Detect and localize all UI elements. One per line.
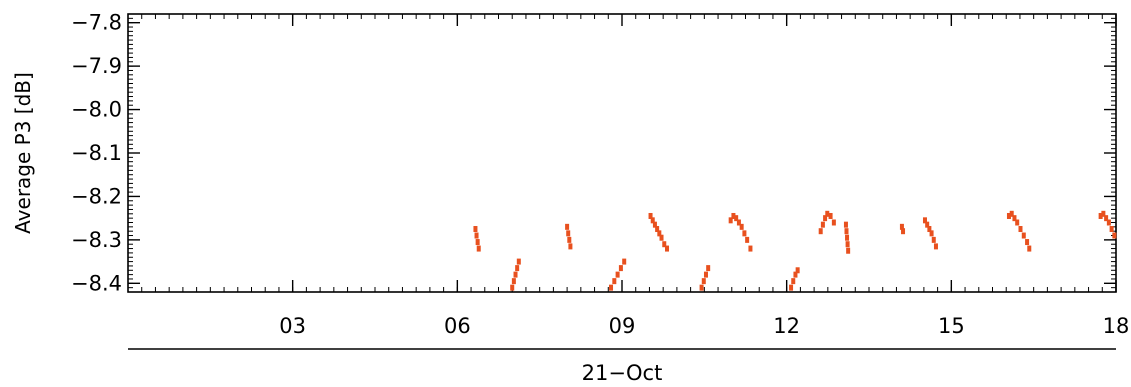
data-point	[699, 284, 704, 291]
data-point	[1012, 215, 1017, 222]
data-point	[516, 258, 521, 265]
x-tick-label: 09	[609, 314, 636, 338]
data-point	[476, 245, 481, 252]
data-point	[515, 265, 520, 272]
data-point	[1104, 215, 1109, 222]
data-point	[706, 265, 711, 272]
data-point	[565, 223, 570, 230]
data-point	[655, 226, 660, 233]
data-point	[925, 221, 930, 228]
data-point	[1021, 232, 1026, 239]
data-point	[612, 278, 617, 285]
data-point	[742, 230, 747, 237]
data-point	[1098, 212, 1103, 219]
x-tick-label: 18	[1103, 314, 1130, 338]
data-point	[703, 271, 708, 278]
data-point	[615, 271, 620, 278]
data-point	[791, 278, 796, 285]
data-point	[931, 236, 936, 243]
data-point	[748, 245, 753, 252]
data-point	[731, 212, 736, 219]
data-point	[927, 226, 932, 233]
y-tick-label: −8.4	[71, 271, 122, 295]
data-point	[513, 271, 518, 278]
data-point	[622, 258, 627, 265]
data-point	[734, 215, 739, 222]
x-tick-label: 03	[279, 314, 306, 338]
data-point	[1112, 232, 1117, 239]
data-point	[933, 243, 938, 250]
data-point	[899, 223, 904, 230]
data-point	[844, 228, 849, 235]
data-point	[820, 221, 825, 228]
data-point	[609, 284, 614, 291]
data-point	[793, 271, 798, 278]
data-point	[823, 215, 828, 222]
data-point	[789, 284, 794, 291]
data-point	[818, 228, 823, 235]
x-tick-label: 12	[773, 314, 800, 338]
data-point	[1106, 219, 1111, 226]
data-point	[475, 239, 480, 246]
data-point	[1027, 245, 1032, 252]
data-point	[1018, 226, 1023, 233]
data-point	[1006, 212, 1011, 219]
data-point	[568, 243, 573, 250]
y-tick-label: −7.9	[71, 54, 122, 78]
data-point	[567, 236, 572, 243]
data-point	[650, 217, 655, 224]
data-point	[1025, 239, 1030, 246]
data-point	[1109, 226, 1114, 233]
y-tick-label: −8.2	[71, 184, 122, 208]
data-point	[1101, 210, 1106, 217]
data-point	[566, 230, 571, 237]
data-point	[831, 219, 836, 226]
data-point	[652, 221, 657, 228]
plot-frame	[127, 13, 1117, 293]
data-point	[648, 212, 653, 219]
y-tick-label: −7.8	[71, 11, 122, 35]
data-point	[728, 217, 733, 224]
data-point	[665, 245, 670, 252]
data-point	[510, 284, 515, 291]
data-point	[843, 221, 848, 228]
data-point	[659, 234, 664, 241]
data-point	[662, 241, 667, 248]
data-point	[845, 241, 850, 248]
data-point	[739, 223, 744, 230]
data-point	[901, 228, 906, 235]
data-point	[618, 265, 623, 272]
x-tick-label: 06	[444, 314, 471, 338]
data-point	[1015, 219, 1020, 226]
data-point	[701, 278, 706, 285]
y-tick-label: −8.0	[71, 98, 122, 122]
data-point	[828, 212, 833, 219]
y-tick-label: −8.3	[71, 228, 122, 252]
data-point	[922, 217, 927, 224]
data-point	[845, 234, 850, 241]
data-point	[846, 247, 851, 254]
data-point	[745, 236, 750, 243]
data-point	[657, 230, 662, 237]
y-tick-label: −8.1	[71, 141, 122, 165]
data-point	[473, 226, 478, 233]
y-axis-title: Average P3 [dB]	[11, 72, 35, 234]
data-point	[474, 232, 479, 239]
data-point	[1009, 210, 1014, 217]
data-point	[511, 278, 516, 285]
data-point	[736, 219, 741, 226]
data-point	[825, 210, 830, 217]
data-point	[795, 267, 800, 274]
plot-area: −7.8 −7.9 −8.0 −8.1 −8.2 −8.3 −8.4 03 06 09 12 15 18…	[11, 11, 1129, 385]
date-label: 21−Oct	[582, 361, 663, 385]
x-tick-label: 15	[938, 314, 965, 338]
data-point	[929, 230, 934, 237]
